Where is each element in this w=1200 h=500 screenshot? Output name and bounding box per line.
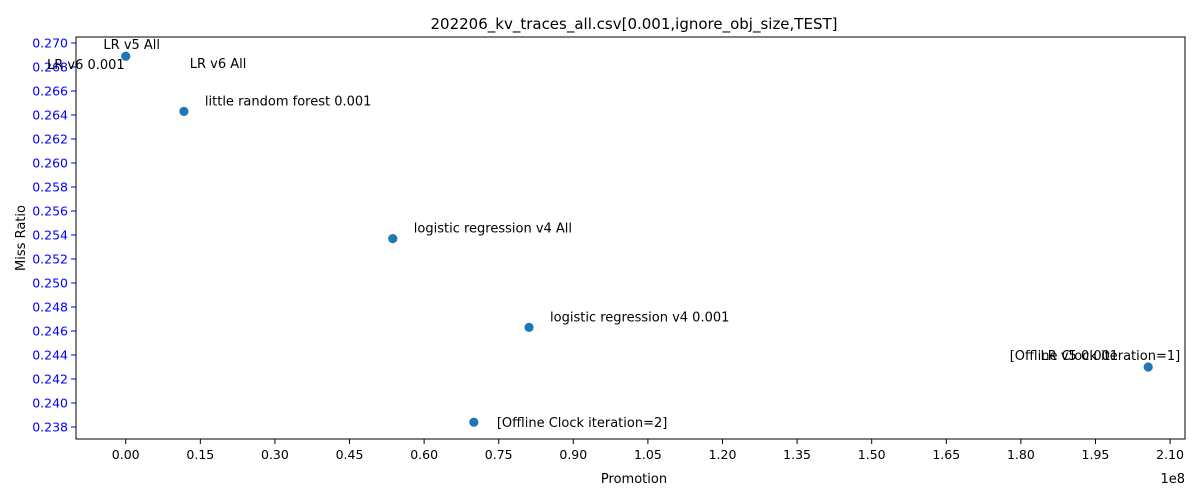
y-tick-label: 0.252: [32, 252, 68, 267]
x-axis-label: Promotion: [601, 472, 667, 487]
y-tick-label: 0.266: [32, 84, 68, 99]
data-point: [179, 106, 189, 116]
y-axis-label: Miss Ratio: [14, 205, 29, 271]
data-point: [1143, 362, 1153, 372]
point-annotation: LR v5 All: [103, 38, 160, 53]
x-tick-label: 1.50: [858, 447, 886, 462]
point-annotation: logistic regression v4 0.001: [550, 310, 729, 325]
x-axis-offset-label: 1e8: [1160, 472, 1185, 487]
y-tick-label: 0.260: [32, 156, 68, 171]
y-tick-label: 0.264: [32, 108, 68, 123]
y-tick-label: 0.262: [32, 132, 68, 147]
point-annotation: [Offline Clock iteration=2]: [497, 416, 667, 431]
x-tick-label: 0.30: [261, 447, 289, 462]
x-tick-label: 0.45: [336, 447, 364, 462]
plot-frame: [75, 36, 1186, 440]
y-tick-label: 0.254: [32, 228, 68, 243]
point-annotation: [Offline Clock iteration=1]: [1010, 349, 1180, 364]
y-tick-label: 0.250: [32, 276, 68, 291]
y-tick-label: 0.242: [32, 372, 68, 387]
point-annotation: LR v6 All: [190, 57, 247, 72]
y-tick-label: 0.256: [32, 204, 68, 219]
y-tick-label: 0.270: [32, 36, 68, 51]
x-tick-label: 0.75: [485, 447, 513, 462]
x-tick-label: 1.95: [1082, 447, 1110, 462]
x-tick-label: 1.05: [634, 447, 662, 462]
data-point: [388, 234, 398, 244]
x-tick-label: 1.35: [783, 447, 811, 462]
y-tick-label: 0.248: [32, 300, 68, 315]
data-point: [469, 417, 479, 427]
x-tick-label: 2.10: [1156, 447, 1184, 462]
x-tick-label: 0.60: [410, 447, 438, 462]
y-tick-label: 0.240: [32, 396, 68, 411]
x-tick-label: 1.20: [709, 447, 737, 462]
y-tick-label: 0.258: [32, 180, 68, 195]
point-annotation: LR v5 0.001: [1040, 349, 1118, 364]
point-annotations: LR v5 All LR v6 0.001 LR v6 All little rand…: [47, 38, 1180, 431]
point-annotation: little random forest 0.001: [205, 94, 372, 109]
x-tick-label: 1.65: [932, 447, 960, 462]
x-tick-label: 1.80: [1007, 447, 1035, 462]
x-tick-label: 0.90: [559, 447, 587, 462]
x-axis: 0.00 0.15 0.30 0.45 0.60 0.75 0.90 1.05 1.20 1.35…: [112, 439, 1184, 462]
x-tick-label: 0.15: [186, 447, 214, 462]
y-tick-label: 0.246: [32, 324, 68, 339]
y-tick-label: 0.268: [32, 60, 68, 75]
point-annotation: logistic regression v4 All: [414, 222, 572, 237]
data-point: [524, 322, 534, 332]
data-point: [121, 51, 131, 61]
y-axis: 0.238 0.240 0.242 0.244 0.246 0.248 0.250 0.252…: [32, 36, 76, 435]
y-tick-label: 0.238: [32, 420, 68, 435]
x-tick-label: 0.00: [112, 447, 140, 462]
point-annotation: LR v6 0.001: [47, 58, 125, 73]
data-points: [121, 51, 1153, 427]
y-tick-label: 0.244: [32, 348, 68, 363]
chart-title: 202206_kv_traces_all.csv[0.001,ignore_ob…: [431, 15, 838, 34]
